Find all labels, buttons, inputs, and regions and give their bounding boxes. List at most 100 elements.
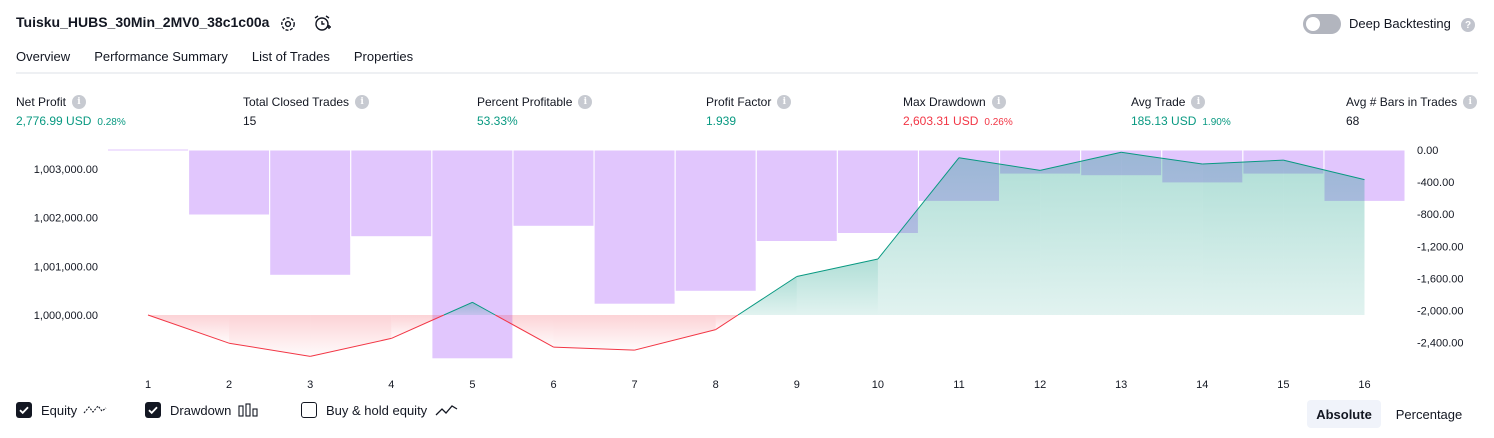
x-axis-tick-label: 15 (1277, 379, 1289, 391)
equity-line-segment (877, 157, 960, 260)
equity-area-up (877, 157, 959, 315)
x-axis-tick-label: 8 (713, 379, 719, 391)
x-axis-tick-label: 1 (145, 379, 151, 391)
deep-backtesting-toggle[interactable] (1303, 14, 1341, 34)
x-axis-tick-label: 5 (469, 379, 475, 391)
stat-label: Percent Profitable (477, 95, 573, 109)
gear-icon[interactable] (278, 14, 298, 34)
stat-percent: 0.26% (984, 117, 1013, 128)
x-axis-tick-label: 10 (872, 379, 884, 391)
equity-checkbox[interactable] (16, 402, 32, 418)
stat-label: Net Profit (16, 95, 67, 109)
left-axis-tick-label: 1,002,000.00 (34, 213, 98, 225)
equity-area-up (1283, 160, 1365, 315)
tab-divider (16, 72, 1478, 74)
stat-total-closed-trades: Total Closed Trades i 15 (243, 94, 370, 130)
drawdown-bar (269, 149, 352, 276)
tab-overview[interactable]: Overview (16, 49, 71, 64)
legend-equity[interactable]: Equity (16, 402, 107, 418)
equity-line-segment (1039, 151, 1122, 171)
x-axis-tick-label: 7 (632, 379, 638, 391)
drawdown-bar (350, 149, 433, 238)
left-axis-tick-label: 1,001,000.00 (34, 261, 98, 273)
stat-label: Avg # Bars in Trades (1346, 95, 1458, 109)
legend-label: Drawdown (170, 402, 232, 418)
drawdown-bar (512, 149, 595, 227)
info-icon[interactable]: i (72, 95, 87, 109)
left-axis-tick-label: 1,000,000.00 (34, 310, 98, 322)
right-axis-tick-label: -2,400.00 (1417, 338, 1463, 350)
equity-area-up (1121, 152, 1203, 315)
drawdown-bar (188, 149, 271, 216)
strategy-title: Tuisku_HUBS_30Min_2MV0_38c1c00a (16, 14, 270, 30)
info-icon[interactable]: i (1191, 95, 1206, 109)
equity-area-up (1040, 152, 1122, 315)
equity-area-down (553, 315, 635, 351)
tab-performance-summary[interactable]: Performance Summary (94, 49, 228, 64)
equity-line-segment (472, 301, 496, 316)
info-icon[interactable]: i (1463, 95, 1478, 109)
x-axis-tick-label: 12 (1034, 379, 1046, 391)
equity-line-segment (1202, 159, 1284, 165)
equity-line-segment (1283, 159, 1365, 181)
absolute-toggle[interactable]: Absolute (1307, 400, 1381, 428)
stat-label: Total Closed Trades (243, 95, 350, 109)
drawdown-bar (836, 149, 919, 234)
percentage-toggle[interactable]: Percentage (1395, 406, 1463, 422)
info-icon[interactable]: i (991, 95, 1006, 109)
stat-net-profit: Net Profit i 2,776.99 USD 0.28% (16, 94, 126, 130)
x-axis-tick-label: 14 (1196, 379, 1208, 391)
equity-line-segment (391, 314, 445, 339)
stat-label: Avg Trade (1131, 95, 1186, 109)
stat-avg-bars-in-trades: Avg # Bars in Trades i 68 (1346, 94, 1478, 130)
equity-line-segment (495, 314, 554, 348)
help-icon[interactable]: ? (1461, 18, 1475, 32)
stat-avg-trade: Avg Trade i 185.13 USD 1.90% (1131, 94, 1231, 130)
drawdown-bar (674, 149, 757, 292)
deep-backtesting-label: Deep Backtesting (1349, 16, 1451, 31)
stat-profit-factor: Profit Factor i 1.939 (706, 94, 792, 130)
equity-line-segment (634, 329, 716, 351)
equity-area-up (443, 302, 473, 315)
legend-buy-hold-equity[interactable]: Buy & hold equity (301, 402, 459, 418)
tab-properties[interactable]: Properties (353, 49, 414, 64)
right-axis-tick-label: -1,200.00 (1417, 241, 1463, 253)
buy-hold-line-icon (435, 405, 458, 416)
info-icon[interactable]: i (777, 95, 792, 109)
legend-label: Buy & hold equity (326, 402, 428, 418)
legend-drawdown[interactable]: Drawdown (145, 402, 260, 418)
right-axis-tick-label: -1,600.00 (1417, 274, 1463, 286)
x-axis-tick-label: 13 (1115, 379, 1127, 391)
x-axis-tick-label: 3 (307, 379, 313, 391)
equity-line-icon (83, 405, 107, 414)
equity-line-segment (737, 276, 798, 316)
stat-percent-profitable: Percent Profitable i 53.33% (477, 94, 593, 130)
x-axis-tick-label: 16 (1358, 379, 1370, 391)
x-axis-tick-label: 2 (226, 379, 232, 391)
tab-bar: Overview Performance Summary List of Tra… (16, 49, 437, 72)
x-axis-tick-label: 11 (953, 379, 964, 391)
right-axis-tick-label: -800.00 (1417, 209, 1454, 221)
equity-drawdown-chart: 1,003,000.00 1,002,000.00 1,001,000.00 1,00… (34, 145, 1464, 391)
drawdown-bar (431, 149, 514, 360)
buy-hold-checkbox[interactable] (301, 402, 317, 418)
stat-value: 68 (1346, 114, 1360, 128)
drawdown-bar (593, 149, 676, 305)
x-axis-tick-label: 9 (794, 379, 800, 391)
toggle-knob (1306, 17, 1320, 31)
equity-line-segment (715, 314, 739, 331)
stat-value: 53.33% (477, 114, 518, 128)
equity-line-segment (443, 301, 473, 316)
equity-area-up (1202, 160, 1284, 315)
x-axis-tick-label: 4 (388, 379, 394, 391)
left-axis-tick-label: 1,003,000.00 (34, 164, 98, 176)
right-axis-tick-label: -2,000.00 (1417, 306, 1463, 318)
alarm-clock-plus-icon[interactable] (312, 13, 332, 33)
info-icon[interactable]: i (355, 95, 370, 109)
drawdown-checkbox[interactable] (145, 402, 161, 418)
x-axis-tick-label: 6 (550, 379, 556, 391)
tab-list-of-trades[interactable]: List of Trades (251, 49, 330, 64)
equity-line-segment (796, 258, 879, 277)
equity-line-segment (1121, 151, 1203, 165)
info-icon[interactable]: i (578, 95, 593, 109)
